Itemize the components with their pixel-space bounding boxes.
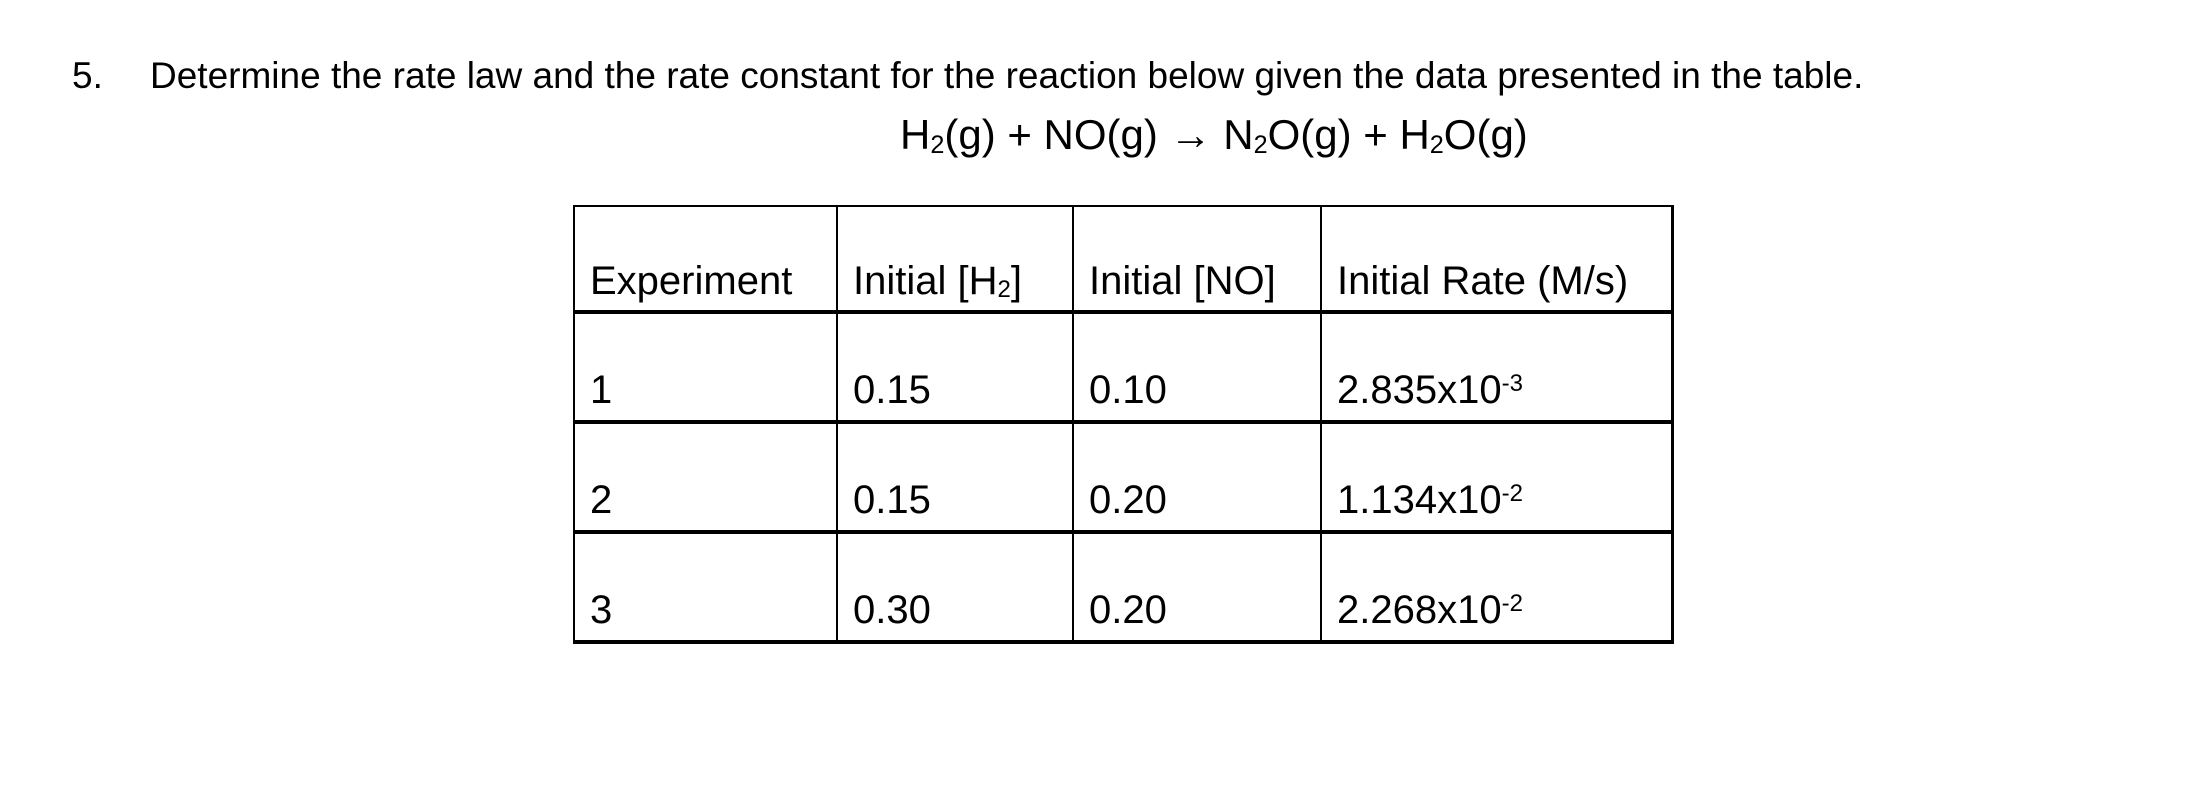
column-header-initial-rate: Initial Rate (M/s) [1320, 205, 1674, 314]
cell-initial-rate: 2.835x10-3 [1320, 311, 1674, 424]
column-header-initial-no: Initial [NO] [1072, 205, 1322, 314]
question-number: 5. [72, 55, 103, 96]
cell-initial-no: 0.10 [1072, 311, 1322, 424]
cell-initial-h2: 0.15 [836, 421, 1074, 534]
column-header-initial-h2: Initial [H2] [836, 205, 1074, 314]
cell-initial-rate: 1.134x10-2 [1320, 421, 1674, 534]
table-row-experiment-2: 2 0.15 0.20 1.134x10-2 [573, 421, 1674, 534]
question-line: 5. Determine the rate law and the rate co… [72, 54, 1863, 98]
cell-initial-h2: 0.30 [836, 531, 1074, 644]
cell-initial-no: 0.20 [1072, 421, 1322, 534]
table-row-experiment-3: 3 0.30 0.20 2.268x10-2 [573, 531, 1674, 644]
table-row-experiment-1: 1 0.15 0.10 2.835x10-3 [573, 311, 1674, 424]
cell-experiment: 2 [573, 421, 838, 534]
question-text: Determine the rate law and the rate cons… [150, 55, 1864, 96]
cell-experiment: 3 [573, 531, 838, 644]
cell-initial-no: 0.20 [1072, 531, 1322, 644]
cell-initial-rate: 2.268x10-2 [1320, 531, 1674, 644]
cell-initial-h2: 0.15 [836, 311, 1074, 424]
column-header-experiment: Experiment [573, 205, 838, 314]
cell-experiment: 1 [573, 311, 838, 424]
table-header-row: Experiment Initial [H2] Initial [NO] Ini… [573, 205, 1674, 314]
chemical-equation: H2(g) + NO(g) → N2O(g) + H2O(g) [900, 111, 1528, 159]
rate-data-table: Experiment Initial [H2] Initial [NO] Ini… [573, 205, 1674, 644]
